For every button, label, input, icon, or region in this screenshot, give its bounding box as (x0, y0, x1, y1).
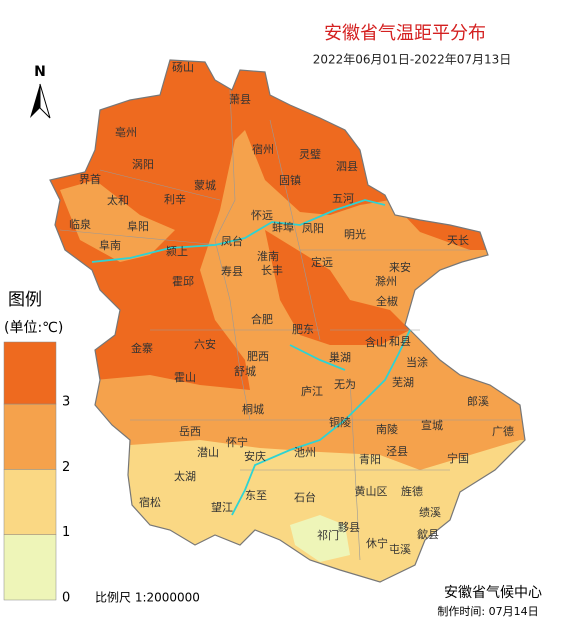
place-label: 太湖 (174, 470, 196, 483)
place-label: 阜阳 (127, 220, 149, 233)
place-label: 当涂 (406, 355, 428, 369)
place-label: 利辛 (164, 192, 186, 206)
place-label: 寿县 (221, 264, 243, 278)
legend-tick-label: 2 (62, 460, 70, 475)
place-label: 宁国 (447, 451, 469, 465)
place-label: 固镇 (279, 173, 301, 187)
place-label: 太和 (107, 194, 129, 207)
place-label: 颍上 (166, 245, 188, 258)
place-label: 肥西 (247, 350, 269, 363)
place-label: 界首 (79, 172, 101, 186)
place-label: 砀山 (172, 61, 194, 74)
place-label: 蒙城 (194, 179, 216, 192)
place-label: 祁门 (317, 528, 339, 542)
place-label: 金寨 (131, 341, 153, 355)
north-arrow (30, 84, 40, 118)
place-label: 石台 (294, 490, 316, 504)
place-label: 明光 (344, 227, 366, 241)
place-label: 桐城 (242, 402, 264, 416)
legend-swatch (3, 403, 57, 470)
place-label: 肥东 (292, 323, 314, 336)
place-label: 五河 (332, 192, 354, 205)
made-time: 制作时间: 07月14日 (437, 605, 538, 618)
place-label: 黟县 (338, 521, 360, 534)
legend-swatch (3, 341, 57, 405)
place-label: 临泉 (69, 217, 91, 231)
place-label: 天长 (447, 234, 469, 247)
place-label: 灵璧 (299, 147, 321, 161)
legend-swatch (3, 469, 57, 535)
place-label: 岳西 (179, 425, 201, 438)
place-label: 巢湖 (329, 351, 351, 364)
place-label: 全椒 (376, 294, 398, 308)
legend-tick-label: 0 (62, 591, 70, 606)
place-label: 广德 (492, 424, 514, 438)
place-label: 亳州 (115, 125, 137, 139)
place-label: 怀远 (251, 209, 273, 222)
date-range: 2022年06月01日-2022年07月13日 (313, 53, 512, 67)
north-label: N (34, 64, 46, 80)
place-label: 定远 (311, 255, 333, 269)
place-label: 长丰 (261, 264, 283, 277)
place-label: 旌德 (401, 484, 423, 498)
legend-unit: (单位:℃) (4, 320, 63, 336)
place-label: 阜南 (99, 239, 121, 252)
place-label: 东至 (245, 489, 267, 502)
place-label: 萧县 (229, 93, 251, 106)
place-label: 蚌埠 (272, 220, 294, 234)
rivers (91, 199, 411, 516)
place-label: 无为 (334, 378, 356, 391)
place-label: 宣城 (421, 418, 443, 432)
county-borders (59, 89, 520, 561)
place-label: 歙县 (417, 527, 439, 541)
place-label: 休宁 (366, 536, 388, 550)
place-label: 青阳 (359, 453, 381, 466)
place-label: 郎溪 (467, 394, 489, 408)
place-label: 霍山 (174, 371, 196, 384)
place-label: 和县 (389, 335, 411, 348)
place-label: 宿州 (252, 142, 274, 156)
title: 安徽省气温距平分布 (324, 23, 486, 44)
place-label: 凤阳 (302, 222, 324, 235)
place-label: 六安 (194, 337, 216, 351)
legend-tick-label: 3 (62, 395, 70, 410)
place-label: 池州 (294, 446, 316, 459)
place-label: 潜山 (197, 445, 219, 459)
legend-tick-label: 1 (62, 525, 70, 540)
place-label: 凤台 (221, 234, 243, 248)
place-label: 南陵 (376, 423, 398, 436)
place-label: 黄山区 (355, 484, 388, 498)
place-label: 合肥 (251, 312, 273, 326)
place-label: 芜湖 (392, 375, 414, 389)
place-label: 含山 (365, 335, 387, 349)
place-label: 涡阳 (132, 158, 154, 171)
place-label: 怀宁 (226, 435, 248, 449)
scale: 比例尺 1:2000000 (95, 591, 200, 605)
place-label: 庐江 (301, 384, 323, 398)
place-label: 霍邱 (172, 275, 194, 288)
legend-swatch (3, 534, 57, 601)
legend-title: 图例 (8, 290, 42, 310)
place-label: 舒城 (234, 364, 256, 378)
place-label: 滁州 (375, 274, 397, 288)
north-arrow (39, 83, 51, 119)
place-label: 泗县 (336, 160, 358, 173)
place-label: 安庆 (244, 449, 266, 463)
place-label: 宿松 (139, 495, 161, 509)
place-label: 望江 (211, 501, 233, 514)
place-label: 屯溪 (389, 543, 411, 556)
place-label: 来安 (389, 260, 411, 274)
place-label: 铜陵 (329, 415, 351, 429)
place-label: 绩溪 (419, 506, 441, 519)
place-label: 泾县 (386, 445, 408, 458)
agency: 安徽省气候中心 (444, 585, 542, 601)
place-label: 淮南 (257, 250, 279, 263)
